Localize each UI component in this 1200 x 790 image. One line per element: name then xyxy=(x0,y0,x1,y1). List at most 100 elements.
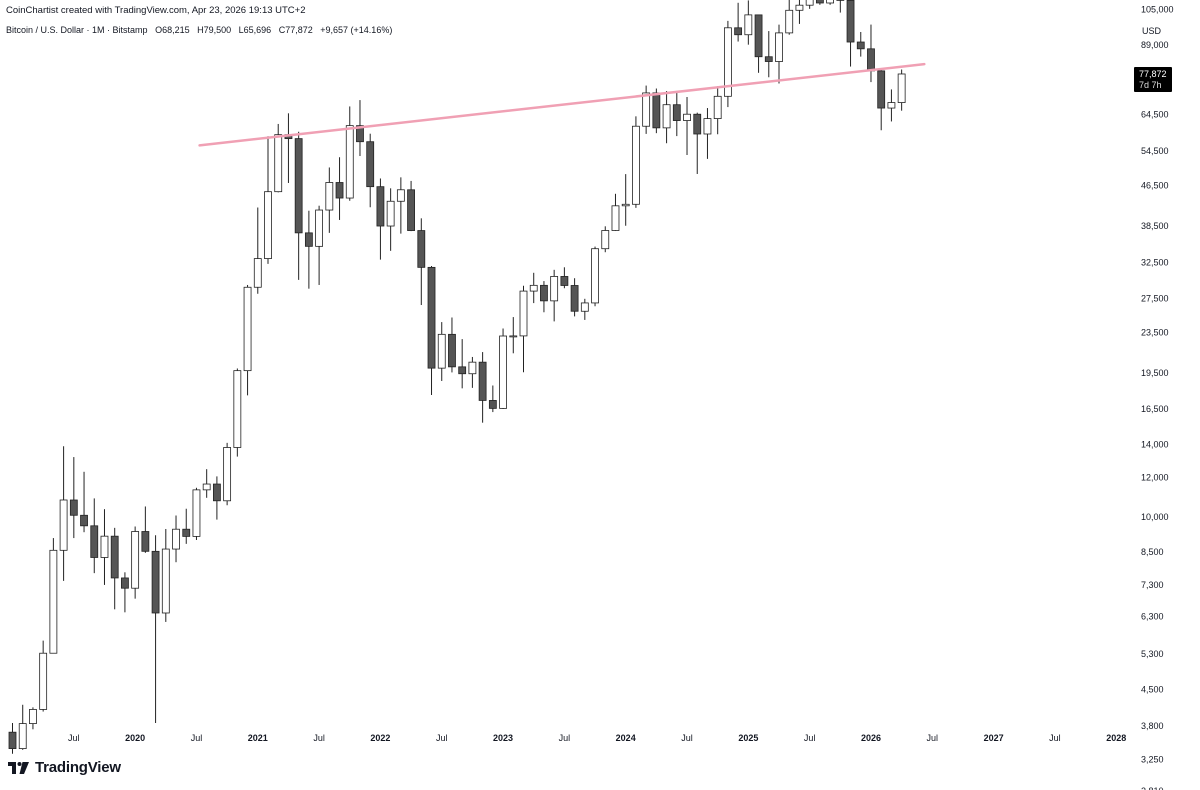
candle xyxy=(253,207,262,294)
candle-body xyxy=(80,514,88,527)
candle xyxy=(897,69,906,111)
candle xyxy=(29,707,37,730)
candle xyxy=(131,526,140,599)
candle-body xyxy=(90,525,99,558)
price-tick-label: 16,500 xyxy=(1141,404,1169,414)
price-tick-label: 4,500 xyxy=(1141,684,1164,694)
price-tick-label: 105,000 xyxy=(1141,4,1174,14)
candle xyxy=(693,112,702,174)
candle-body xyxy=(570,285,579,312)
candle xyxy=(550,269,559,322)
time-tick-label: 2021 xyxy=(248,733,268,743)
last-price-label: 77,872 xyxy=(1139,69,1167,79)
candle-body xyxy=(182,528,191,537)
candle xyxy=(570,278,579,317)
price-tick-label: 12,000 xyxy=(1141,473,1169,483)
candle-body xyxy=(897,73,906,103)
candle-body xyxy=(764,56,773,62)
candle-body xyxy=(499,335,507,409)
candle-body xyxy=(396,189,405,202)
candle-body xyxy=(683,113,691,121)
candle-body xyxy=(815,0,824,4)
ohlc-close: C77,872 xyxy=(278,25,313,35)
candle xyxy=(151,535,160,724)
candle xyxy=(90,498,99,574)
time-tick-label: Jul xyxy=(681,733,693,743)
candle xyxy=(233,368,242,457)
candle xyxy=(386,188,395,251)
candle-body xyxy=(427,266,436,369)
trendline[interactable] xyxy=(198,62,926,147)
candle-body xyxy=(652,92,661,129)
time-tick-label: Jul xyxy=(436,733,448,743)
candle xyxy=(499,328,507,409)
candle-body xyxy=(805,0,814,6)
candle-body xyxy=(785,9,794,34)
time-axis[interactable]: Jul 2020 Jul 2021 Jul 2022 Jul 2023 Jul 2024 Jul 20… xyxy=(68,733,1126,743)
candle xyxy=(836,0,845,13)
candle-body xyxy=(407,189,415,231)
candle-body xyxy=(49,549,58,654)
candle-body xyxy=(448,333,456,368)
candle xyxy=(448,317,456,373)
ohlc-change: +9,657 (+14.16%) xyxy=(320,25,393,35)
price-tick-label: 64,500 xyxy=(1141,110,1169,120)
candle xyxy=(396,177,405,234)
time-tick-label: 2027 xyxy=(984,733,1004,743)
candle-body xyxy=(325,182,334,211)
candle-body xyxy=(212,483,221,502)
candle-body xyxy=(121,577,129,589)
candle-body xyxy=(540,284,548,302)
candle xyxy=(417,218,426,306)
price-tick-label: 46,500 xyxy=(1141,180,1169,190)
candle-body xyxy=(488,400,497,409)
candle-body xyxy=(550,276,559,302)
price-tick-label: 6,300 xyxy=(1141,612,1164,622)
time-tick-label: Jul xyxy=(68,733,80,743)
candle xyxy=(815,0,824,5)
candle-body xyxy=(795,4,804,11)
price-tick-label: 32,500 xyxy=(1141,258,1169,268)
candles-layer xyxy=(8,0,906,754)
candle xyxy=(284,113,293,183)
candle xyxy=(39,640,48,712)
candle-body xyxy=(437,333,446,369)
candle-body xyxy=(713,95,722,120)
tradingview-brand[interactable]: TradingView xyxy=(8,759,121,776)
candle xyxy=(49,538,58,654)
candle xyxy=(632,116,640,208)
candle-body xyxy=(509,335,518,338)
candle xyxy=(294,131,303,280)
price-axis[interactable]: USD 250,000210,000180,000150,000125,0001… xyxy=(1141,0,1174,790)
candle-body xyxy=(775,32,783,62)
candle-body xyxy=(887,102,896,109)
candle xyxy=(713,86,722,135)
time-tick-label: 2023 xyxy=(493,733,513,743)
candle-body xyxy=(243,286,252,372)
candle-body xyxy=(724,27,732,97)
candle-body xyxy=(161,548,170,614)
candle xyxy=(724,20,732,108)
candle xyxy=(683,96,691,156)
candle xyxy=(8,723,17,754)
candle-body xyxy=(754,14,763,58)
candle-body xyxy=(744,14,753,36)
candle xyxy=(580,298,589,320)
candle xyxy=(427,266,436,395)
candle xyxy=(315,205,324,285)
candle xyxy=(161,528,170,622)
time-tick-label: 2024 xyxy=(616,733,636,743)
candle xyxy=(69,457,78,539)
candle xyxy=(703,108,712,159)
candle xyxy=(775,24,783,84)
candle-body xyxy=(304,232,313,247)
ohlc-low: L65,696 xyxy=(238,25,272,35)
price-tick-label: 23,500 xyxy=(1141,328,1169,338)
candle xyxy=(458,339,467,389)
candle-body xyxy=(867,48,875,72)
candle xyxy=(304,210,313,289)
chart-credit: CoinChartist created with TradingView.co… xyxy=(6,5,306,16)
candle-body xyxy=(826,0,834,4)
candle xyxy=(856,31,865,57)
